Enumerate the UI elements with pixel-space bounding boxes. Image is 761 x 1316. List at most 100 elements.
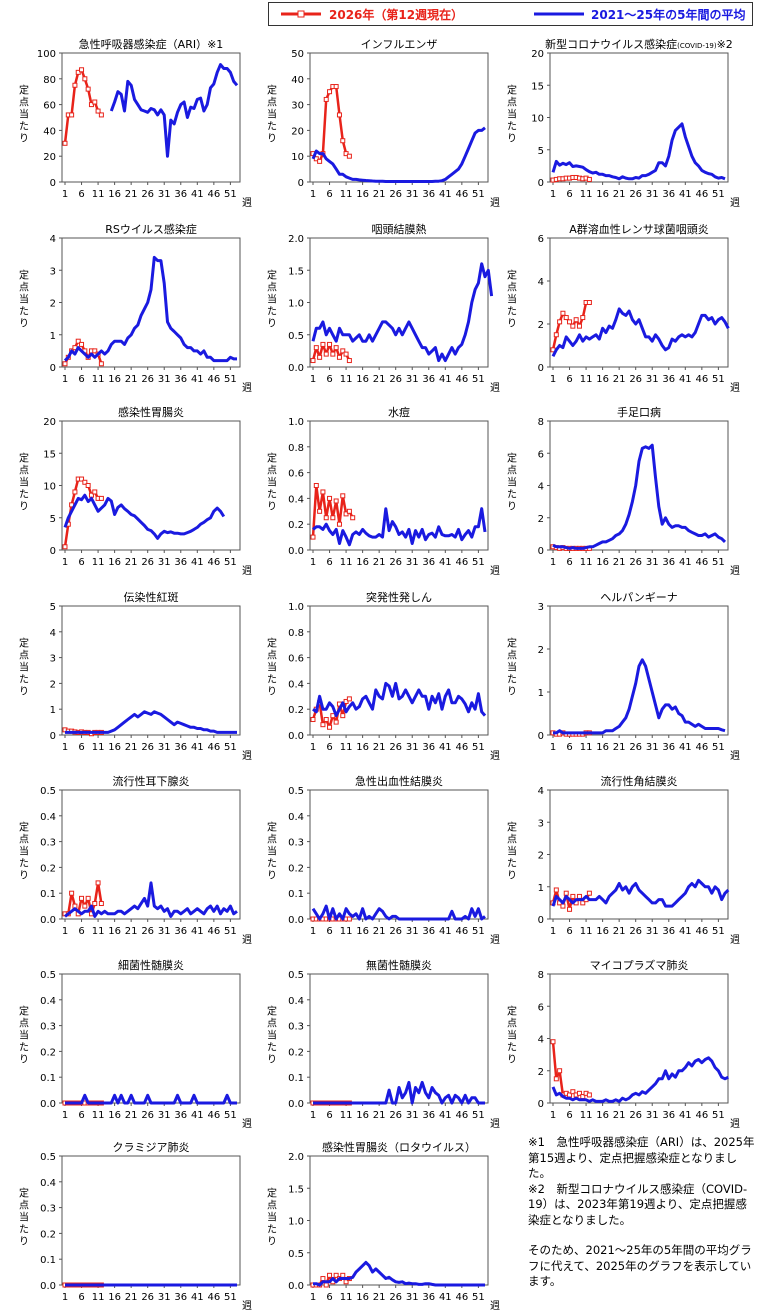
chart-title: 水痘 xyxy=(388,405,410,419)
data-point-2026 xyxy=(320,722,326,728)
x-tick-label: 21 xyxy=(613,374,626,385)
y-axis-label-char: 点 xyxy=(507,282,517,294)
y-axis-label-char: り xyxy=(19,501,29,513)
x-tick-label: 26 xyxy=(389,1292,402,1303)
x-axis-label: 週 xyxy=(730,565,740,577)
series-line-average xyxy=(551,307,730,357)
y-axis-label-char: り xyxy=(267,1054,277,1066)
data-point-2026 xyxy=(336,112,342,118)
x-tick-label: 36 xyxy=(174,1110,187,1121)
chart-title: 突発性発しん xyxy=(366,590,432,604)
data-point-2026 xyxy=(340,713,346,719)
y-axis-label-char: 点 xyxy=(267,465,277,477)
y-axis-label-char: 当 xyxy=(507,108,517,121)
y-tick-label: 0.2 xyxy=(288,1047,304,1058)
data-point-2026 xyxy=(333,1272,339,1278)
y-axis-label-char: り xyxy=(507,870,517,882)
x-tick-label: 51 xyxy=(472,742,485,753)
data-point-2026 xyxy=(69,112,75,118)
y-tick-label: 0.8 xyxy=(288,628,304,639)
y-tick-label: 1 xyxy=(50,331,56,342)
x-tick-label: 36 xyxy=(422,926,435,937)
y-axis-label-char: り xyxy=(19,318,29,330)
x-tick-label: 21 xyxy=(125,557,138,568)
x-tick-label: 36 xyxy=(662,189,675,200)
y-tick-label: 5 xyxy=(50,602,56,613)
y-tick-label: 4 xyxy=(50,234,56,245)
x-tick-label: 51 xyxy=(712,557,725,568)
y-tick-label: 0.4 xyxy=(288,812,304,823)
data-point-2026 xyxy=(346,358,352,364)
data-point-2026 xyxy=(62,361,68,367)
data-point-2026 xyxy=(327,724,333,730)
y-tick-label: 2.0 xyxy=(288,1152,304,1163)
y-axis-label-char: 定 xyxy=(19,1005,29,1018)
x-tick-label: 31 xyxy=(158,1110,171,1121)
y-tick-label: 6 xyxy=(538,1002,544,1013)
x-tick-label: 11 xyxy=(92,1292,105,1303)
y-axis-label-char: た xyxy=(507,1042,517,1054)
data-point-2026 xyxy=(567,906,573,912)
x-tick-label: 16 xyxy=(596,374,609,385)
x-tick-label: 36 xyxy=(662,374,675,385)
y-axis-label-char: 定 xyxy=(19,1187,29,1200)
x-tick-label: 36 xyxy=(174,1292,187,1303)
x-tick-label: 36 xyxy=(422,374,435,385)
x-tick-label: 11 xyxy=(580,742,593,753)
x-tick-label: 31 xyxy=(406,1292,419,1303)
x-tick-label: 26 xyxy=(629,742,642,753)
y-axis-label-char: り xyxy=(507,686,517,698)
chart-title: クラミジア肺炎 xyxy=(113,1141,190,1154)
x-tick-label: 46 xyxy=(207,1292,220,1303)
x-tick-label: 16 xyxy=(108,742,121,753)
x-tick-label: 1 xyxy=(550,189,556,200)
x-tick-label: 16 xyxy=(596,1110,609,1121)
data-point-2026 xyxy=(82,479,88,485)
x-tick-label: 16 xyxy=(356,926,369,937)
x-tick-label: 1 xyxy=(550,557,556,568)
x-tick-label: 11 xyxy=(340,374,353,385)
data-point-2026 xyxy=(72,82,78,88)
x-tick-label: 6 xyxy=(566,926,572,937)
data-point-2026 xyxy=(85,86,91,92)
y-axis-label-char: た xyxy=(267,674,277,686)
y-tick-label: 0 xyxy=(50,178,56,189)
chart-title: 咽頭結膜熱 xyxy=(372,222,427,236)
y-tick-label: 0 xyxy=(50,546,56,557)
data-point-2026 xyxy=(333,498,339,504)
series-line-average xyxy=(551,122,726,181)
chart-title: 急性出血性結膜炎 xyxy=(355,774,443,788)
y-tick-label: 0 xyxy=(298,178,304,189)
data-point-2026 xyxy=(346,696,352,702)
y-tick-label: 0.4 xyxy=(40,812,56,823)
x-tick-label: 1 xyxy=(310,742,316,753)
x-tick-label: 21 xyxy=(125,189,138,200)
data-point-2026 xyxy=(557,1068,563,1074)
y-tick-label: 0.1 xyxy=(40,1073,56,1084)
y-axis-label: 定点当たり xyxy=(267,821,277,882)
x-tick-label: 21 xyxy=(373,742,386,753)
y-axis-label-char: 定 xyxy=(19,637,29,650)
x-tick-label: 6 xyxy=(326,189,332,200)
y-tick-label: 30 xyxy=(291,101,304,112)
plot-area xyxy=(309,1155,489,1286)
y-axis-label-char: 定 xyxy=(267,637,277,650)
y-axis-label-char: 当 xyxy=(267,1211,277,1224)
x-tick-label: 11 xyxy=(340,1110,353,1121)
x-tick-label: 16 xyxy=(356,742,369,753)
x-tick-label: 51 xyxy=(712,189,725,200)
y-axis-label-char: り xyxy=(19,133,29,145)
x-tick-label: 31 xyxy=(158,374,171,385)
x-axis-label: 週 xyxy=(490,1118,500,1130)
data-point-2026 xyxy=(313,345,319,351)
plot-area xyxy=(61,973,241,1104)
x-tick-label: 6 xyxy=(78,1292,84,1303)
y-tick-label: 0.4 xyxy=(288,494,304,505)
y-tick-label: 40 xyxy=(43,126,56,137)
legend-swatches xyxy=(281,10,584,18)
series-line-average xyxy=(109,63,239,158)
